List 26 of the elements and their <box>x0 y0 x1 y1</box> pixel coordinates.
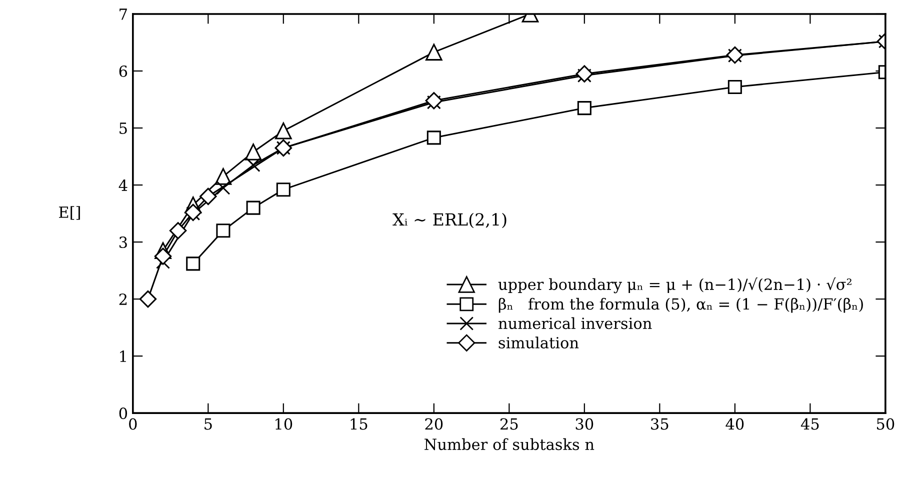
x-tick-label: 20 <box>425 418 443 430</box>
x-tick-label: 30 <box>576 418 594 430</box>
annotation: Xᵢ ∼ ERL(2,1) <box>392 212 506 228</box>
y-tick-label: 2 <box>119 294 127 305</box>
y-tick-label: 3 <box>119 236 127 248</box>
legend-label: numerical inversion <box>498 317 652 330</box>
y-tick-label: 5 <box>120 122 127 134</box>
y-tick-label: 7 <box>120 8 127 20</box>
y-axis-title: E[] <box>59 206 80 220</box>
x-tick-label: 40 <box>726 418 744 430</box>
x-tick-label: 15 <box>350 418 368 430</box>
x-tick-label: 45 <box>800 418 819 430</box>
y-tick-label: 1 <box>120 350 126 362</box>
x-tick-label: 0 <box>129 418 137 430</box>
x-tick-label: 25 <box>500 418 518 430</box>
y-tick-label: 0 <box>119 408 128 420</box>
y-tick-label: 4 <box>118 179 128 191</box>
x-tick-label: 35 <box>651 418 668 430</box>
legend-label: simulation <box>498 336 579 348</box>
y-tick-label: 6 <box>119 65 128 78</box>
x-tick-label: 5 <box>204 418 212 430</box>
legend-label: upper boundary μₙ = μ + (n−1)/√(2n−1) · √σ² <box>498 277 852 294</box>
x-axis-title: Number of subtasks n <box>424 438 594 450</box>
x-tick-label: 10 <box>276 418 292 430</box>
x-tick-label: 50 <box>877 418 894 430</box>
legend-label: βₙ from the formula (5), αₙ = (1 − F(βₙ))/F′(βₙ) <box>498 298 863 313</box>
